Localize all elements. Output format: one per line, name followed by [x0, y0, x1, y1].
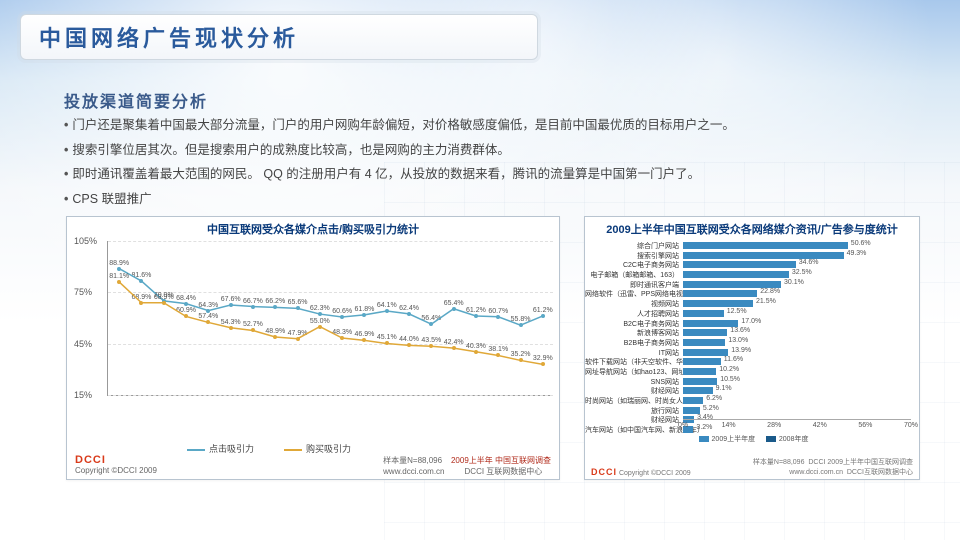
- hbar-row: 综合门户网站50.6%: [683, 241, 911, 250]
- hbar-row: 新浪博客网站13.6%: [683, 328, 911, 337]
- r-copy: Copyright ©DCCI 2009: [619, 470, 691, 477]
- slide-title-banner: 中国网络广告现状分析: [20, 14, 538, 60]
- hbar-row: 旅行网站5.2%: [683, 406, 911, 415]
- hbar-row: 财经网站9.1%: [683, 386, 911, 395]
- legend-buy: 购买吸引力: [306, 444, 351, 454]
- hbar-row: 搜索引擎网站49.3%: [683, 251, 911, 260]
- hbar-row: 时尚网站（如瑞丽网、时尚女人）6.2%: [683, 396, 911, 405]
- hbar-row: C2C电子商务网站34.6%: [683, 260, 911, 269]
- chart-left-title: 中国互联网受众各媒介点击/购买吸引力统计: [67, 217, 559, 239]
- slide-title: 中国网络广告现状分析: [39, 21, 299, 53]
- hbar-row: SNS网站10.5%: [683, 377, 911, 386]
- hbar-row: 人才招聘网站12.5%: [683, 309, 911, 318]
- chart-left-footer: DCCI Copyright ©DCCI 2009 样本量N=88,096 20…: [67, 454, 559, 477]
- hbar-row: 即时通讯客户端30.1%: [683, 280, 911, 289]
- hbar-row: 视频网站21.5%: [683, 299, 911, 308]
- sample: 样本量N=88,096: [383, 456, 442, 465]
- chart-right-xaxis: 0%14%28%42%56%70%: [683, 419, 911, 432]
- dcci-logo: DCCI: [75, 454, 106, 466]
- chart-click-buy: 中国互联网受众各媒介点击/购买吸引力统计 15%45%75%105%88.9%8…: [66, 216, 560, 480]
- chart-right-title: 2009上半年中国互联网受众各网络媒介资讯/广告参与度统计: [585, 217, 919, 239]
- bullet-list: 门户还是聚集着中国最大部分流量，门户的用户网购年龄偏短，对价格敏感度偏低，是目前…: [64, 114, 930, 212]
- hbar-row: 电子邮箱（邮箱邮箱、163）32.5%: [683, 270, 911, 279]
- hbar-row: 网络软件（迅雷、PPS网络电视）22.8%: [683, 289, 911, 298]
- hbar-row: B2C电子商务网站17.0%: [683, 319, 911, 328]
- hbar-row: IT网站13.9%: [683, 348, 911, 357]
- site: www.dcci.com.cn: [383, 467, 444, 476]
- bullet-item: 搜索引擎位居其次。但是搜索用户的成熟度比较高，也是网购的主力消费群体。: [64, 139, 930, 162]
- slide-subtitle: 投放渠道简要分析: [64, 88, 208, 112]
- r-site: www.dcci.com.cn: [789, 469, 843, 476]
- r-sample: 样本量N=88,096: [753, 459, 805, 466]
- hbar-row: 软件下载网站（非天空软件、华军软件）11.6%: [683, 357, 911, 366]
- r-logo: DCCI: [591, 467, 617, 477]
- r-source: DCCI 2009上半年中国互联网调查: [808, 459, 913, 466]
- copyright: Copyright ©DCCI 2009: [75, 466, 157, 475]
- hbar-row: B2B电子商务网站13.0%: [683, 338, 911, 347]
- legend-2008: 2008年度: [779, 436, 809, 443]
- chart-right-plot: 综合门户网站50.6%搜索引擎网站49.3%C2C电子商务网站34.6%电子邮箱…: [683, 241, 911, 417]
- chart-right-legend: 2009上半年度 2008年度: [585, 434, 919, 444]
- legend-click: 点击吸引力: [209, 444, 254, 454]
- chart-right-footer: 样本量N=88,096 DCCI 2009上半年中国互联网调查 DCCI Cop…: [585, 457, 919, 477]
- center: DCCI 互联网数据中心: [465, 467, 543, 476]
- bullet-item: 门户还是聚集着中国最大部分流量，门户的用户网购年龄偏短，对价格敏感度偏低，是目前…: [64, 114, 930, 137]
- chart-left-plot: 15%45%75%105%88.9%81.6%70.0%68.4%64.3%67…: [107, 241, 553, 396]
- source: 2009上半年 中国互联网调查: [451, 456, 551, 465]
- r-center: DCCI互联网数据中心: [847, 469, 913, 476]
- legend-2009: 2009上半年度: [712, 436, 756, 443]
- bullet-item: CPS 联盟推广: [64, 188, 930, 211]
- hbar-row: 网址导航网站（如hao123、网址之家）10.2%: [683, 367, 911, 376]
- bullet-item: 即时通讯覆盖着最大范围的网民。 QQ 的注册用户有 4 亿，从投放的数据来看，腾…: [64, 163, 930, 186]
- chart-participation: 2009上半年中国互联网受众各网络媒介资讯/广告参与度统计 综合门户网站50.6…: [584, 216, 920, 480]
